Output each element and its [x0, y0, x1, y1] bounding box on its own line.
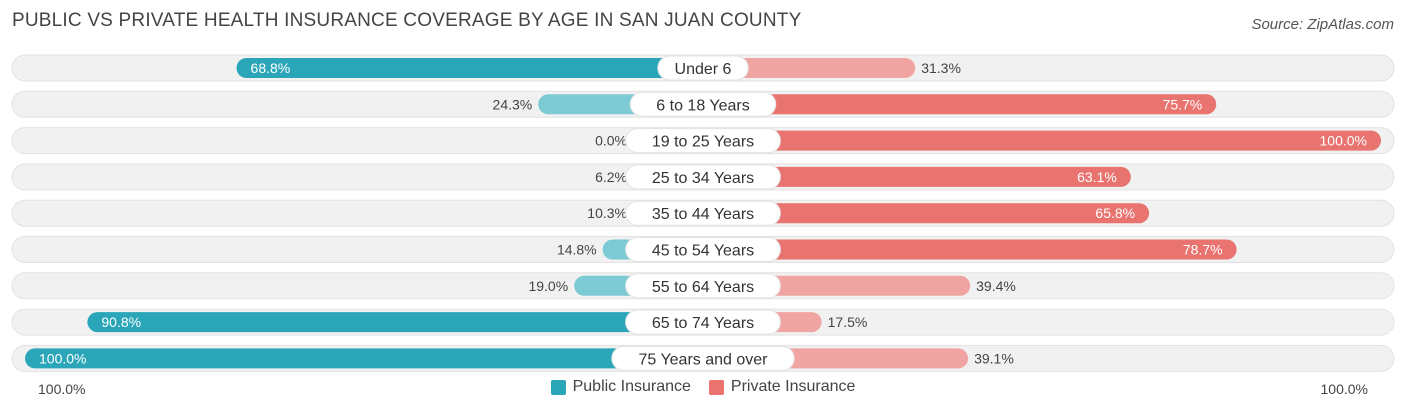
category-label: 75 Years and over	[639, 351, 769, 368]
bar-row-2: 0.0% 100.0% 19 to 25 Years	[11, 127, 1395, 155]
legend-swatch-private	[708, 379, 724, 395]
private-value-label: 31.3%	[921, 60, 961, 76]
public-bar	[236, 58, 703, 78]
private-bar	[703, 239, 1237, 260]
category-label: 19 to 25 Years	[652, 134, 754, 151]
category-label: 35 to 44 Years	[652, 206, 754, 223]
bar-row-8: 100.0% 39.1% 75 Years and over	[11, 344, 1395, 372]
category-pill	[625, 309, 781, 335]
category-pill	[611, 345, 795, 371]
category-pill	[629, 91, 777, 117]
private-value-label: 63.1%	[1077, 169, 1117, 185]
chart-plot: 68.8% 31.3% Under 6 24.3% 75.7% 6 to 18 Years…	[11, 54, 1395, 372]
category-label: 25 to 34 Years	[652, 170, 754, 187]
public-value-label: 14.8%	[557, 242, 597, 258]
category-pill	[625, 128, 781, 154]
public-bar	[25, 348, 703, 369]
source-label: Source: ZipAtlas.com	[1251, 16, 1394, 33]
public-value-label: 68.8%	[251, 60, 291, 76]
private-bar	[703, 166, 1131, 187]
private-value-label: 39.1%	[974, 350, 1014, 366]
bar-row-1: 24.3% 75.7% 6 to 18 Years	[11, 90, 1395, 118]
bar-row-4: 10.3% 65.8% 35 to 44 Years	[11, 199, 1395, 227]
category-label: 65 to 74 Years	[652, 315, 754, 332]
public-value-label: 24.3%	[493, 96, 533, 112]
bar-row-6: 19.0% 39.4% 55 to 64 Years	[11, 272, 1395, 300]
public-bar	[87, 312, 704, 333]
private-bar	[703, 58, 916, 78]
legend-swatch-public	[550, 379, 566, 395]
category-label: 45 to 54 Years	[652, 243, 754, 260]
legend: Public Insurance Private Insurance	[0, 378, 1406, 396]
public-value-label: 0.0%	[595, 133, 627, 149]
public-value-label: 6.2%	[595, 169, 627, 185]
category-pill	[625, 237, 781, 262]
bar-row-0: 68.8% 31.3% Under 6	[11, 54, 1395, 82]
bar-row-5: 14.8% 78.7% 45 to 54 Years	[11, 236, 1395, 263]
private-value-label: 17.5%	[828, 314, 868, 330]
private-value-label: 75.7%	[1163, 96, 1203, 112]
bar-row-3: 6.2% 63.1% 25 to 34 Years	[11, 163, 1395, 191]
axis-right-label: 100.0%	[1320, 381, 1368, 397]
private-value-label: 65.8%	[1095, 205, 1135, 221]
category-label: Under 6	[675, 61, 732, 78]
axis-left-label: 100.0%	[38, 381, 86, 397]
public-value-label: 90.8%	[101, 314, 141, 330]
category-pill	[657, 55, 749, 81]
private-value-label: 39.4%	[976, 278, 1016, 294]
category-pill	[625, 200, 781, 226]
bar-row-7: 90.8% 17.5% 65 to 74 Years	[11, 308, 1395, 336]
category-label: 6 to 18 Years	[656, 97, 749, 114]
private-value-label: 100.0%	[1320, 133, 1367, 149]
public-value-label: 19.0%	[528, 278, 568, 294]
private-bar	[703, 203, 1150, 224]
legend-item-private: Private Insurance	[708, 378, 856, 396]
category-pill	[625, 273, 781, 299]
legend-label-private: Private Insurance	[730, 378, 856, 395]
chart-title: PUBLIC VS PRIVATE HEALTH INSURANCE COVER…	[12, 10, 802, 31]
public-value-label: 10.3%	[587, 205, 627, 221]
private-bar	[703, 130, 1381, 151]
category-label: 55 to 64 Years	[652, 279, 754, 296]
public-value-label: 100.0%	[39, 350, 86, 366]
private-bar	[703, 94, 1217, 115]
legend-item-public: Public Insurance	[550, 378, 691, 396]
category-pill	[625, 164, 781, 190]
private-value-label: 78.7%	[1183, 242, 1223, 258]
legend-label-public: Public Insurance	[572, 378, 691, 395]
